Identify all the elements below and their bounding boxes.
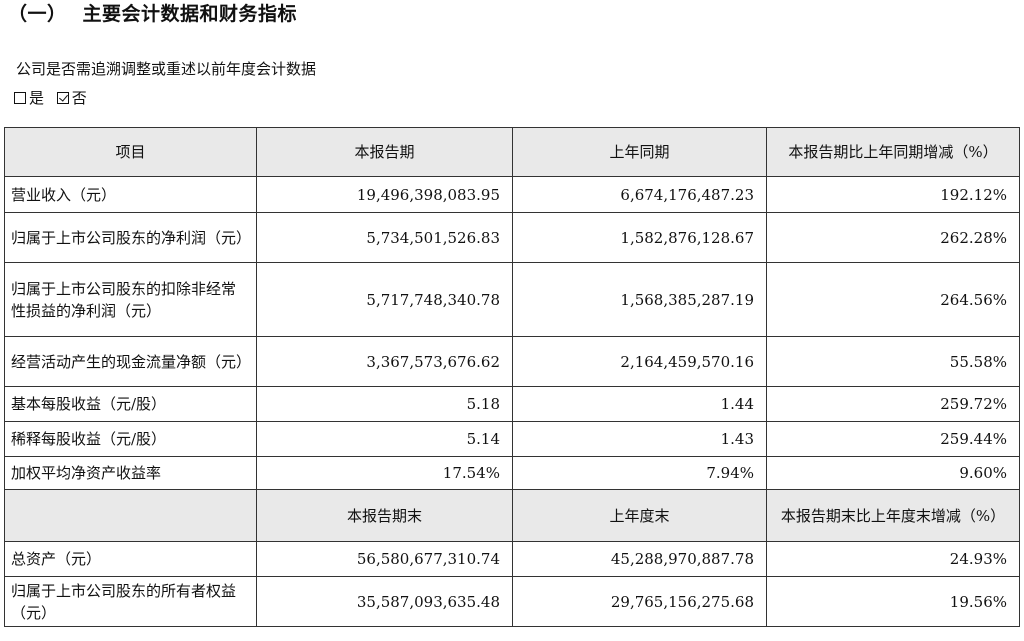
table-header-row: 项目 本报告期 上年同期 本报告期比上年同期增减（%） bbox=[4, 127, 1020, 177]
prior-value: 1.44 bbox=[512, 386, 767, 422]
section-heading: （一） 主要会计数据和财务指标 bbox=[8, 0, 297, 28]
option-no[interactable]: 否 bbox=[56, 89, 87, 107]
prior-value: 6,674,176,487.23 bbox=[512, 176, 767, 213]
current-value: 5.14 bbox=[256, 421, 513, 457]
change-value: 259.44% bbox=[766, 421, 1020, 457]
prior-value: 7.94% bbox=[512, 456, 767, 490]
current-value: 5,717,748,340.78 bbox=[256, 262, 513, 337]
row-label: 归属于上市公司股东的扣除非经常性损益的净利润（元） bbox=[4, 262, 257, 337]
current-value: 3,367,573,676.62 bbox=[256, 336, 513, 387]
row-label: 营业收入（元） bbox=[4, 176, 257, 213]
change-value: 192.12% bbox=[766, 176, 1020, 213]
checkbox-checked-icon[interactable] bbox=[56, 92, 69, 104]
header-change: 本报告期比上年同期增减（%） bbox=[766, 127, 1020, 177]
option-yes[interactable]: 是 bbox=[14, 89, 44, 107]
financial-data-table: 项目 本报告期 上年同期 本报告期比上年同期增减（%） 营业收入（元） 19,4… bbox=[4, 127, 1020, 627]
header-change: 本报告期末比上年度末增减（%） bbox=[766, 489, 1020, 542]
row-label: 加权平均净资产收益率 bbox=[4, 456, 257, 490]
option-no-label: 否 bbox=[71, 89, 87, 107]
prior-value: 1,582,876,128.67 bbox=[512, 212, 767, 263]
table-row: 归属于上市公司股东的扣除非经常性损益的净利润（元） 5,717,748,340.… bbox=[4, 262, 1020, 337]
table-row: 经营活动产生的现金流量净额（元） 3,367,573,676.62 2,164,… bbox=[4, 336, 1020, 387]
table-row: 归属于上市公司股东的所有者权益（元） 35,587,093,635.48 29,… bbox=[4, 576, 1020, 627]
row-label: 基本每股收益（元/股） bbox=[4, 386, 257, 422]
header-item bbox=[4, 489, 257, 542]
header-period-end: 本报告期末 bbox=[256, 489, 513, 542]
table-header-row: 本报告期末 上年度末 本报告期末比上年度末增减（%） bbox=[4, 489, 1020, 542]
section-title: 主要会计数据和财务指标 bbox=[82, 3, 298, 25]
change-value: 55.58% bbox=[766, 336, 1020, 387]
current-value: 35,587,093,635.48 bbox=[256, 576, 513, 627]
current-value: 5.18 bbox=[256, 386, 513, 422]
table-row: 稀释每股收益（元/股） 5.14 1.43 259.44% bbox=[4, 421, 1020, 457]
row-label: 稀释每股收益（元/股） bbox=[4, 421, 257, 457]
row-label: 归属于上市公司股东的净利润（元） bbox=[4, 212, 257, 263]
restatement-options: 是 否 bbox=[14, 87, 95, 109]
current-value: 19,496,398,083.95 bbox=[256, 176, 513, 213]
row-label: 经营活动产生的现金流量净额（元） bbox=[4, 336, 257, 387]
section-number: （一） bbox=[8, 3, 67, 25]
row-label: 总资产（元） bbox=[4, 541, 257, 577]
row-label: 归属于上市公司股东的所有者权益（元） bbox=[4, 576, 257, 627]
prior-value: 45,288,970,887.78 bbox=[512, 541, 767, 577]
table-row: 基本每股收益（元/股） 5.18 1.44 259.72% bbox=[4, 386, 1020, 422]
restatement-question: 公司是否需追溯调整或重述以前年度会计数据 bbox=[16, 60, 317, 78]
current-value: 56,580,677,310.74 bbox=[256, 541, 513, 577]
change-value: 262.28% bbox=[766, 212, 1020, 263]
table-row: 加权平均净资产收益率 17.54% 7.94% 9.60% bbox=[4, 456, 1020, 490]
prior-value: 1.43 bbox=[512, 421, 767, 457]
prior-value: 1,568,385,287.19 bbox=[512, 262, 767, 337]
table-row: 营业收入（元） 19,496,398,083.95 6,674,176,487.… bbox=[4, 176, 1020, 213]
change-value: 24.93% bbox=[766, 541, 1020, 577]
header-prior-period: 上年同期 bbox=[512, 127, 767, 177]
header-prior-year-end: 上年度末 bbox=[512, 489, 767, 542]
change-value: 19.56% bbox=[766, 576, 1020, 627]
table-row: 归属于上市公司股东的净利润（元） 5,734,501,526.83 1,582,… bbox=[4, 212, 1020, 263]
current-value: 17.54% bbox=[256, 456, 513, 490]
change-value: 9.60% bbox=[766, 456, 1020, 490]
prior-value: 2,164,459,570.16 bbox=[512, 336, 767, 387]
option-yes-label: 是 bbox=[29, 89, 45, 107]
change-value: 259.72% bbox=[766, 386, 1020, 422]
current-value: 5,734,501,526.83 bbox=[256, 212, 513, 263]
header-current-period: 本报告期 bbox=[256, 127, 513, 177]
change-value: 264.56% bbox=[766, 262, 1020, 337]
prior-value: 29,765,156,275.68 bbox=[512, 576, 767, 627]
checkbox-unchecked-icon[interactable] bbox=[14, 92, 26, 104]
table-row: 总资产（元） 56,580,677,310.74 45,288,970,887.… bbox=[4, 541, 1020, 577]
header-item: 项目 bbox=[4, 127, 257, 177]
